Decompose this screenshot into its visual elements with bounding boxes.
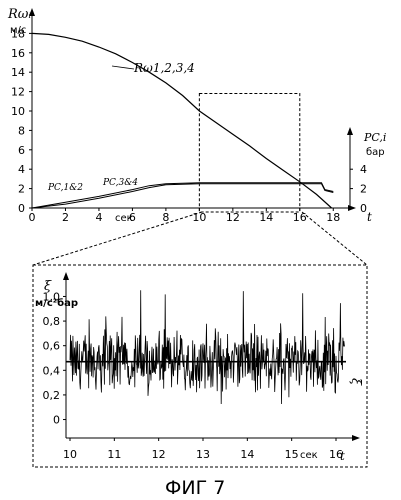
- top-right-label: PC,i: [363, 131, 386, 144]
- bottom-x-tick-label: 13: [196, 448, 210, 461]
- top-x-tick-label: 16: [293, 211, 307, 224]
- bottom-y-tick-label: 0: [53, 414, 60, 427]
- top-x-tick-label: 0: [29, 211, 36, 224]
- series-line-xi: [70, 290, 345, 404]
- bottom-y-axis-arrow: [63, 272, 69, 280]
- top-y-tick-label: 8: [18, 124, 25, 137]
- top-y-tick-label: 4: [18, 163, 25, 176]
- bottom-x-label: t: [340, 449, 345, 463]
- series-label-pc34: PC,3&4: [102, 178, 138, 188]
- top-y-unit: м/с: [10, 25, 26, 36]
- series-label-pc12: PC,1&2: [47, 183, 83, 193]
- top-y-tick-label: 12: [11, 86, 25, 99]
- top-x-tick-label: 4: [95, 211, 102, 224]
- mean-label: ξ̄: [348, 378, 363, 386]
- zoom-box: [199, 94, 299, 212]
- bottom-x-tick-label: 10: [63, 448, 77, 461]
- top-x-tick-label: 14: [259, 211, 273, 224]
- bottom-y-label: ξ: [44, 279, 52, 294]
- series-line-rw: [32, 33, 332, 208]
- bottom-y-tick-label: 0,8: [43, 315, 61, 328]
- top-right-tick-label: 0: [360, 202, 367, 215]
- top-y-label: Rωᵢ: [7, 7, 31, 22]
- top-right-axis-arrow: [347, 127, 353, 135]
- series-leader-rw: [112, 66, 134, 69]
- top-chart: 024681012141618 024681012141618 024 Rωᵢ …: [7, 7, 386, 224]
- top-right-unit: бар: [366, 147, 385, 158]
- bottom-chart: 10111213141516 00,20,40,60,81,0 ξ м/с²ба…: [33, 265, 367, 467]
- figure-caption: ФИГ 7: [165, 477, 225, 499]
- top-x-unit: сек: [115, 213, 133, 224]
- top-y-tick-label: 0: [18, 202, 25, 215]
- top-x-label: t: [367, 210, 372, 224]
- bottom-y-unit: м/с²бар: [35, 297, 78, 309]
- bottom-x-tick-label: 12: [152, 448, 166, 461]
- bottom-x-unit: сек: [300, 450, 318, 461]
- bottom-y-tick-label: 0,4: [43, 364, 61, 377]
- top-y-tick-label: 2: [18, 183, 25, 196]
- bottom-x-tick-label: 15: [285, 448, 299, 461]
- top-y-ticks: 024681012141618: [11, 27, 32, 215]
- top-y-tick-label: 10: [11, 105, 25, 118]
- top-y-tick-label: 14: [11, 66, 25, 79]
- bottom-x-tick-label: 14: [240, 448, 254, 461]
- bottom-y-ticks: 00,20,40,60,81,0: [43, 290, 67, 426]
- bottom-x-tick-label: 11: [107, 448, 121, 461]
- bottom-y-tick-label: 0,2: [43, 389, 61, 402]
- top-x-tick-label: 12: [226, 211, 240, 224]
- top-x-tick-label: 2: [62, 211, 69, 224]
- top-right-tick-label: 4: [360, 163, 367, 176]
- top-y-tick-label: 6: [18, 144, 25, 157]
- top-x-tick-label: 18: [326, 211, 340, 224]
- bottom-x-axis-arrow: [352, 435, 360, 441]
- top-right-tick-label: 2: [360, 183, 367, 196]
- top-x-ticks: 024681012141618: [29, 208, 341, 224]
- top-y-tick-label: 16: [11, 47, 25, 60]
- bottom-y-tick-label: 0,6: [43, 340, 61, 353]
- series-label-rw: Rω1,2,3,4: [133, 61, 195, 75]
